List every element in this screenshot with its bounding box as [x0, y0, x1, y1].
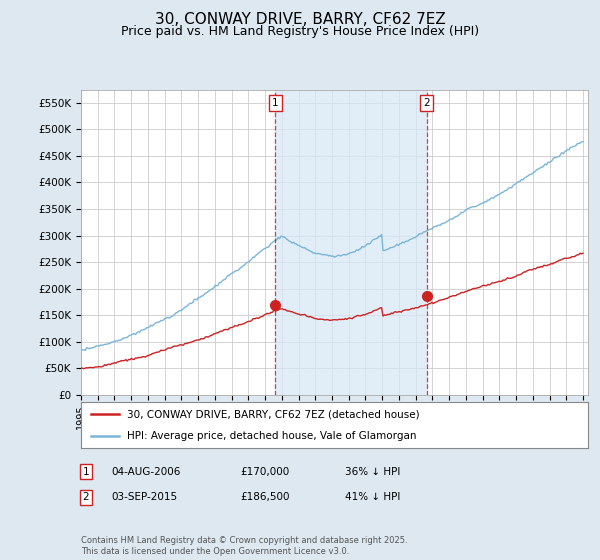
- Text: £170,000: £170,000: [240, 466, 289, 477]
- Text: 04-AUG-2006: 04-AUG-2006: [111, 466, 181, 477]
- Text: Price paid vs. HM Land Registry's House Price Index (HPI): Price paid vs. HM Land Registry's House …: [121, 25, 479, 38]
- Text: 41% ↓ HPI: 41% ↓ HPI: [345, 492, 400, 502]
- Text: 36% ↓ HPI: 36% ↓ HPI: [345, 466, 400, 477]
- Text: 1: 1: [272, 99, 278, 108]
- Text: 2: 2: [82, 492, 89, 502]
- Text: HPI: Average price, detached house, Vale of Glamorgan: HPI: Average price, detached house, Vale…: [127, 431, 416, 441]
- Text: 03-SEP-2015: 03-SEP-2015: [111, 492, 177, 502]
- Text: 30, CONWAY DRIVE, BARRY, CF62 7EZ: 30, CONWAY DRIVE, BARRY, CF62 7EZ: [155, 12, 445, 27]
- Text: 30, CONWAY DRIVE, BARRY, CF62 7EZ (detached house): 30, CONWAY DRIVE, BARRY, CF62 7EZ (detac…: [127, 409, 419, 419]
- Text: £186,500: £186,500: [240, 492, 290, 502]
- Text: Contains HM Land Registry data © Crown copyright and database right 2025.
This d: Contains HM Land Registry data © Crown c…: [81, 536, 407, 556]
- Text: 2: 2: [424, 99, 430, 108]
- Bar: [275, 90, 427, 395]
- Text: 1: 1: [82, 466, 89, 477]
